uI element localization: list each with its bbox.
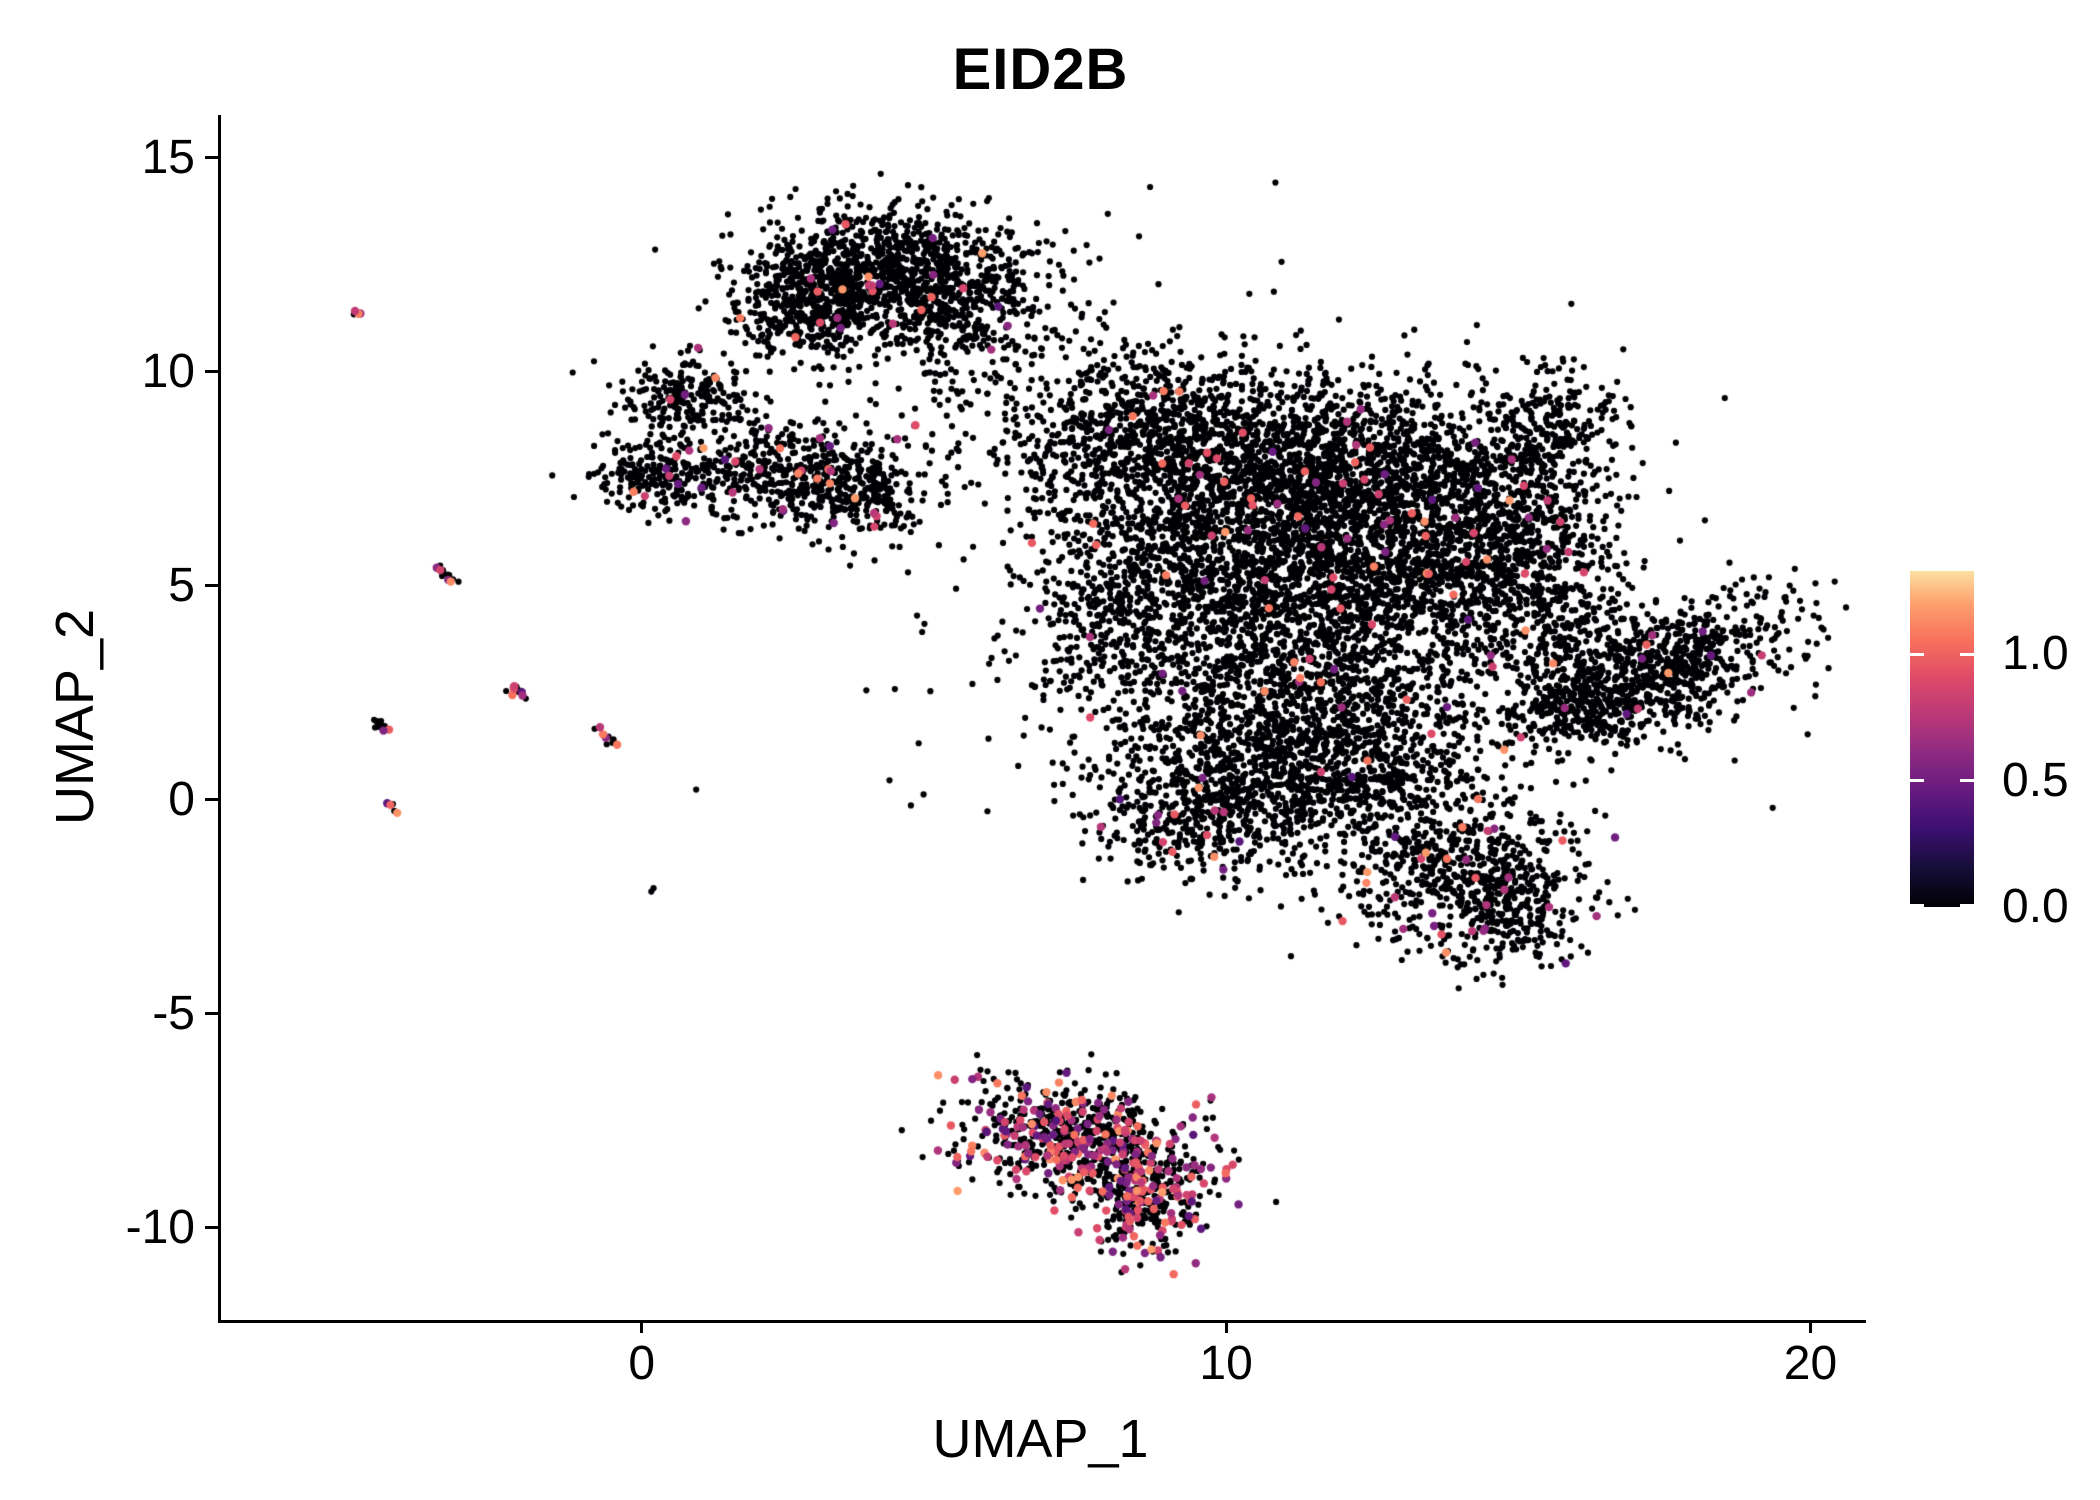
y-tick-label: -10	[125, 1200, 195, 1254]
plot-panel	[218, 115, 1866, 1323]
colorbar-tick	[1960, 904, 1974, 907]
colorbar-tick	[1910, 652, 1924, 656]
y-tick-mark	[205, 156, 218, 160]
y-tick-label: -5	[152, 986, 195, 1040]
y-tick-mark	[205, 584, 218, 588]
x-tick-mark	[1224, 1320, 1228, 1333]
colorbar-gradient	[1910, 571, 1974, 907]
colorbar-tick	[1960, 779, 1974, 783]
x-tick-label: 20	[1783, 1337, 1838, 1390]
y-tick-mark	[205, 1226, 218, 1230]
colorbar-label: 0.5	[2002, 753, 2069, 807]
scatter-points-canvas	[221, 115, 1866, 1320]
colorbar-tick	[1910, 904, 1924, 907]
y-tick-mark	[205, 798, 218, 802]
y-tick-label: 0	[168, 772, 195, 826]
plot-title: EID2B	[952, 37, 1129, 102]
y-tick-label: 5	[168, 558, 195, 612]
x-axis-label: UMAP_1	[932, 1409, 1149, 1469]
colorbar-legend: 1.0 0.5 0.0	[1910, 571, 2100, 933]
y-tick-label: 15	[141, 130, 195, 184]
x-tick-label: 0	[628, 1337, 656, 1390]
colorbar-tick	[1960, 652, 1974, 656]
x-tick-mark	[640, 1320, 644, 1333]
colorbar-label: 0.0	[2002, 880, 2069, 933]
x-tick-label: 10	[1199, 1337, 1253, 1390]
x-tick-mark	[1808, 1320, 1812, 1333]
y-tick-mark	[205, 1012, 218, 1016]
colorbar-label: 1.0	[2002, 627, 2069, 681]
y-tick-label: 10	[141, 344, 195, 398]
y-tick-mark	[205, 370, 218, 374]
colorbar-tick	[1910, 779, 1924, 783]
